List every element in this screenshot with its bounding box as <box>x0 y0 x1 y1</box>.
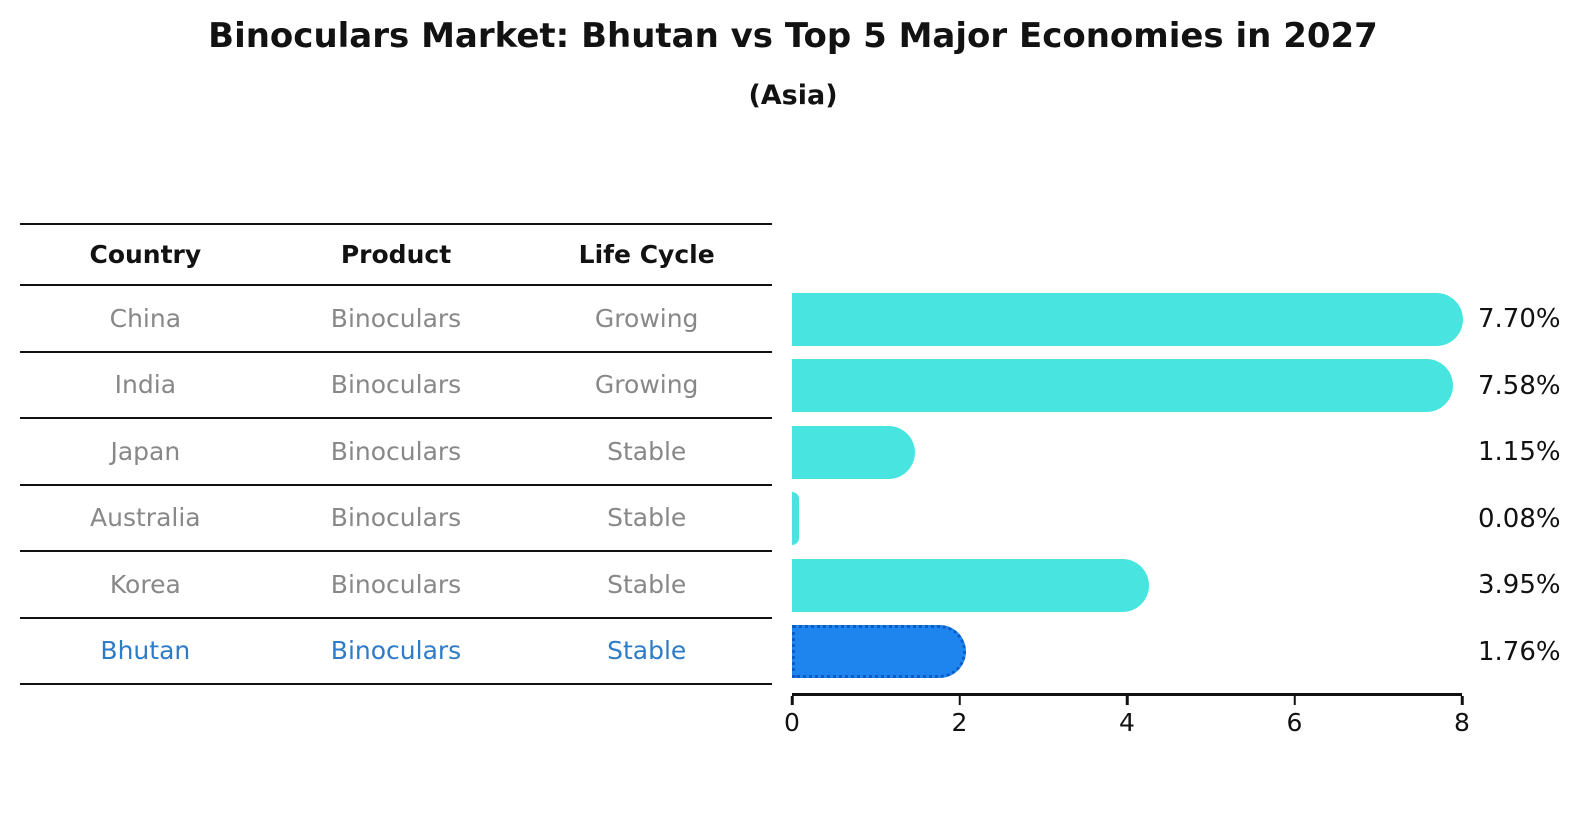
cell-life-cycle: Growing <box>594 370 699 400</box>
table-row-korea: Korea Binoculars Stable <box>20 552 772 619</box>
value-label: 7.70% <box>1478 304 1561 335</box>
bar-row-china: 7.70% <box>792 286 1586 353</box>
cell-product: Binoculars <box>330 636 462 666</box>
cell-product: Binoculars <box>330 436 462 466</box>
table-row-bhutan: Bhutan Binoculars Stable <box>20 619 772 685</box>
cell-product: Binoculars <box>330 370 462 400</box>
bar-china <box>792 292 1464 346</box>
bar-row-bhutan: 1.76% <box>792 619 1586 686</box>
cell-product: Binoculars <box>330 503 462 533</box>
bar-row-korea: 3.95% <box>792 552 1586 619</box>
header-cell-life-cycle: Life Cycle <box>578 240 715 269</box>
cell-life-cycle: Stable <box>607 636 687 666</box>
table-header-row: Country Product Life Cycle <box>20 223 772 286</box>
tick-label: 0 <box>784 708 800 737</box>
header-cell-country: Country <box>89 240 202 269</box>
axis-tick <box>1460 695 1464 705</box>
cell-life-cycle: Stable <box>607 569 687 599</box>
value-label: 0.08% <box>1478 503 1561 534</box>
cell-country: Bhutan <box>100 636 191 666</box>
comparison-table: Country Product Life Cycle China Binocul… <box>20 223 772 685</box>
bar-row-australia: 0.08% <box>792 486 1586 553</box>
axis-tick <box>958 695 961 705</box>
cell-country: Japan <box>110 436 181 466</box>
cell-country: China <box>109 303 182 333</box>
bar-korea <box>792 558 1150 612</box>
bar-row-india: 7.58% <box>792 353 1586 420</box>
cell-product: Binoculars <box>330 569 462 599</box>
axis-line <box>792 693 1462 696</box>
bar-row-japan: 1.15% <box>792 419 1586 486</box>
cell-country: Korea <box>109 569 181 599</box>
page-subtitle: (Asia) <box>748 80 838 111</box>
bar-india <box>792 359 1454 412</box>
value-label: 1.15% <box>1478 437 1561 468</box>
value-label: 7.58% <box>1478 370 1561 401</box>
tick-label: 6 <box>1286 708 1303 737</box>
bar-australia <box>792 492 799 545</box>
tick-label: 4 <box>1119 708 1135 737</box>
x-axis: 0 2 4 6 8 <box>784 693 1470 737</box>
bar-bhutan-highlighted <box>792 625 966 678</box>
bar-japan <box>792 425 915 479</box>
cell-product: Binoculars <box>330 303 462 333</box>
cell-life-cycle: Growing <box>594 303 699 333</box>
value-label: 1.76% <box>1478 636 1561 667</box>
cell-country: Australia <box>90 503 201 533</box>
axis-tick <box>790 695 794 705</box>
tick-label: 2 <box>951 708 968 737</box>
table-row-japan: Japan Binoculars Stable <box>20 419 772 486</box>
axis-tick <box>1293 695 1296 705</box>
bar-chart: 7.70% 7.58% 1.15% 0.08% 3.95% 1.76% <box>792 286 1586 685</box>
header-cell-product: Product <box>340 240 452 269</box>
cell-country: India <box>114 370 177 400</box>
tick-label: 8 <box>1454 708 1470 737</box>
table-row-china: China Binoculars Growing <box>20 286 772 353</box>
page-title: Binoculars Market: Bhutan vs Top 5 Major… <box>208 16 1378 56</box>
axis-tick <box>1125 695 1129 705</box>
table-row-india: India Binoculars Growing <box>20 353 772 419</box>
cell-life-cycle: Stable <box>607 503 687 533</box>
cell-life-cycle: Stable <box>607 436 687 466</box>
value-label: 3.95% <box>1478 570 1561 601</box>
table-row-australia: Australia Binoculars Stable <box>20 486 772 552</box>
